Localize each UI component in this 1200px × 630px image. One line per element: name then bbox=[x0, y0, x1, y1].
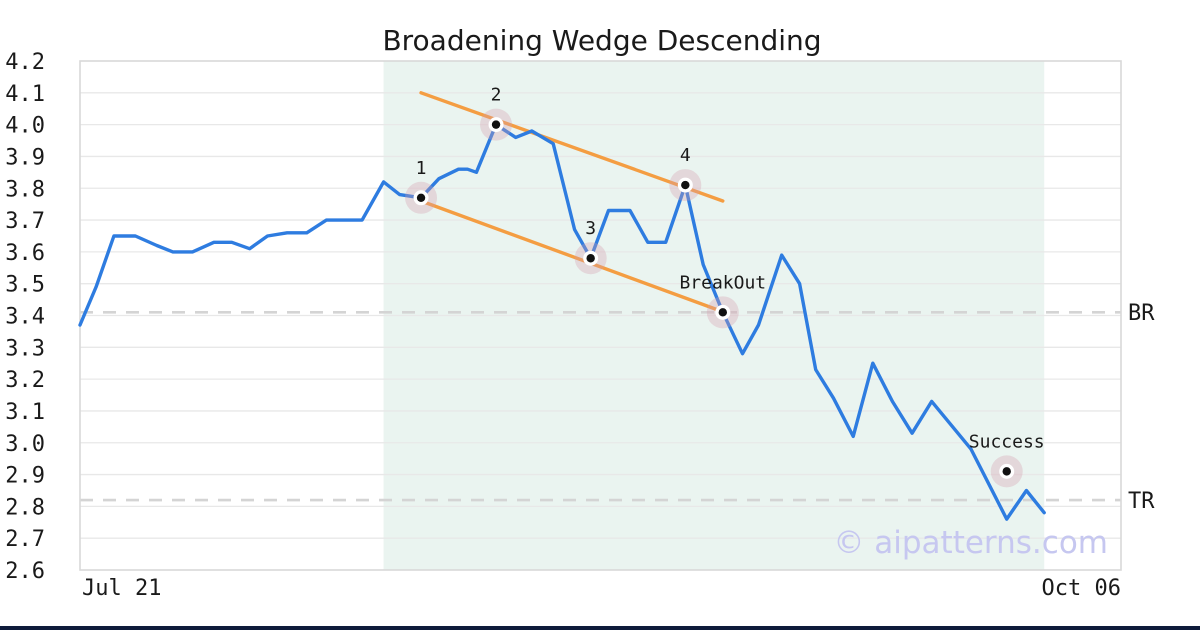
y-tick-label: 2.8 bbox=[5, 495, 45, 520]
breakout-level-label: BR bbox=[1128, 301, 1155, 326]
data-point-dot bbox=[1002, 467, 1011, 476]
watermark: © aipatterns.com bbox=[833, 525, 1108, 561]
y-tick-label: 3.2 bbox=[5, 368, 45, 393]
y-tick-label: 3.6 bbox=[5, 241, 45, 266]
y-tick-label: 3.1 bbox=[5, 400, 45, 425]
y-tick-label: 2.9 bbox=[5, 464, 45, 489]
price-line bbox=[78, 122, 1046, 521]
annotation-1: 1 bbox=[416, 158, 427, 179]
annotation-3: 3 bbox=[585, 218, 596, 239]
trendline-lower-support bbox=[419, 199, 718, 311]
x-tick-end-date: Oct 06 bbox=[1042, 576, 1121, 601]
brand-bottom-bar bbox=[0, 626, 1200, 630]
y-tick-label: 4.2 bbox=[5, 50, 45, 75]
trendline-upper-resistance bbox=[419, 91, 725, 203]
data-point-dot bbox=[491, 120, 501, 129]
y-tick-label: 3.7 bbox=[5, 209, 45, 234]
y-tick-label: 3.9 bbox=[5, 145, 45, 170]
annotation-4: 4 bbox=[680, 145, 691, 166]
y-tick-label: 2.6 bbox=[5, 559, 45, 584]
plot-frame bbox=[79, 60, 1122, 571]
target-level-label: TR bbox=[1128, 489, 1155, 514]
chart-title: Broadening Wedge Descending bbox=[382, 24, 821, 57]
data-point-dot bbox=[586, 254, 595, 263]
y-tick-label: 3.5 bbox=[5, 273, 45, 298]
y-tick-label: 3.4 bbox=[5, 305, 45, 330]
y-tick-label: 3.3 bbox=[5, 336, 45, 361]
y-tick-label: 3.0 bbox=[5, 432, 45, 457]
y-tick-label: 4.0 bbox=[5, 114, 45, 139]
y-tick-label: 4.1 bbox=[5, 82, 45, 107]
data-point-dot bbox=[681, 180, 690, 190]
annotation-success: Success bbox=[969, 431, 1045, 452]
y-tick-label: 3.8 bbox=[5, 177, 45, 202]
plot-area: 4.2 4.1 4.0 3.9 3.8 3.7 3.6 3.5 3.4 3.3 3.2 3.1 3.0 2… bbox=[5, 50, 1122, 584]
data-point-dot bbox=[416, 193, 426, 202]
annotation-2: 2 bbox=[491, 85, 502, 106]
annotation-breakout: BreakOut bbox=[679, 272, 766, 293]
x-tick-start-date: Jul 21 bbox=[82, 576, 161, 601]
data-point-dot bbox=[718, 308, 728, 317]
y-tick-label: 2.7 bbox=[5, 527, 45, 552]
